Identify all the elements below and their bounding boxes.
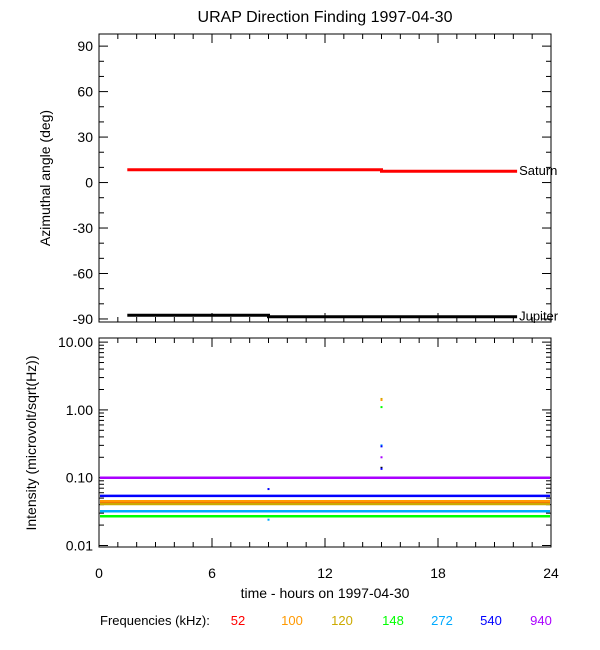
series-saturn-line (127, 168, 518, 173)
y-tick-label: 0 (85, 175, 93, 191)
series-jupiter-line (127, 313, 518, 319)
spike-point (380, 406, 383, 409)
y-tick-label: 1.00 (66, 402, 93, 418)
azimuth-plot-frame (98, 33, 552, 323)
x-tick-label: 12 (317, 565, 333, 581)
frequency-legend: Frequencies (kHz): 52 100 120 148 272 540 940 (100, 613, 552, 628)
frequencies-label: Frequencies (kHz): (100, 613, 210, 628)
frequency-120-label: 120 (331, 613, 353, 628)
spike-point (380, 399, 383, 402)
y-tick-label: -60 (73, 265, 93, 281)
spike-point (380, 445, 383, 448)
intensity-y-axis-label: Intensity (microvolt/sqrt(Hz)) (23, 355, 39, 530)
azimuth-panel: -90 -60 -30 0 30 60 90 Saturn Jupiter Azimuthal… (37, 33, 559, 327)
x-tick-label: 18 (430, 565, 446, 581)
spike-point (267, 488, 270, 491)
y-tick-label: 0.10 (66, 470, 93, 486)
y-tick-label: -30 (73, 220, 93, 236)
series-jupiter-label: Jupiter (519, 309, 559, 324)
frequency-272-label: 272 (431, 613, 453, 628)
y-tick-label: 10.00 (58, 334, 93, 350)
intensity-series (100, 397, 550, 521)
spike-point (380, 397, 383, 400)
y-tick-label: 60 (77, 84, 93, 100)
spike-point (380, 456, 383, 459)
x-tick-label: 0 (95, 565, 103, 581)
frequency-100-label: 100 (281, 613, 303, 628)
x-axis-label: time - hours on 1997-04-30 (241, 585, 410, 601)
spike-point (267, 518, 270, 521)
x-tick-label: 6 (208, 565, 216, 581)
spike-point (380, 467, 383, 470)
frequency-148-label: 148 (382, 613, 404, 628)
azimuth-series: Saturn Jupiter (127, 163, 559, 324)
intensity-ticks: 0.01 0.10 1.00 10.00 0 6 12 18 24 (58, 334, 559, 581)
x-tick-label: 24 (543, 565, 559, 581)
azimuth-y-axis-label: Azimuthal angle (deg) (37, 110, 53, 246)
frequency-52-label: 52 (231, 613, 245, 628)
frequency-940-label: 940 (530, 613, 552, 628)
y-tick-label: 30 (77, 129, 93, 145)
azimuth-ticks: -90 -60 -30 0 30 60 90 (73, 34, 552, 327)
series-saturn-label: Saturn (519, 163, 557, 178)
y-tick-label: 90 (77, 38, 93, 54)
y-tick-label: -90 (73, 311, 93, 327)
intensity-panel: 0.01 0.10 1.00 10.00 0 6 12 18 24 Intensity (mic… (23, 334, 559, 581)
spike-point (380, 466, 383, 469)
y-tick-label: 0.01 (66, 537, 93, 553)
frequency-540-label: 540 (480, 613, 502, 628)
chart-title: URAP Direction Finding 1997-04-30 (198, 9, 453, 26)
